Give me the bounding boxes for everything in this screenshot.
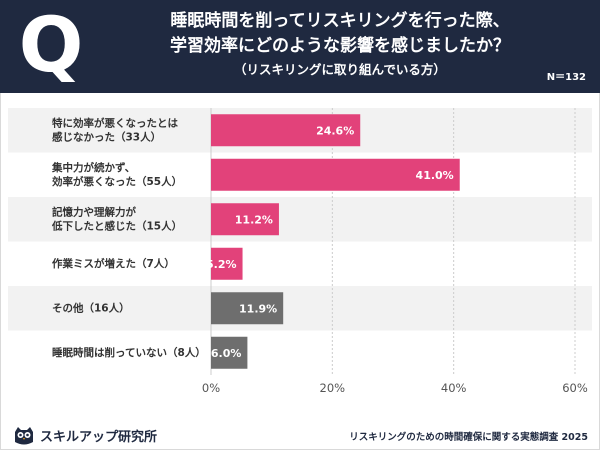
category-label-line: その他（16人）: [52, 301, 130, 314]
x-tick-label: 0%: [202, 381, 220, 395]
data-label: 5.2%: [206, 258, 237, 271]
bar: [211, 158, 460, 191]
title-line-1: 睡眠時間を削ってリスキリングを行った際、: [170, 11, 510, 31]
bar: [211, 114, 361, 147]
bar-chart: 特に効率が悪くなったとは感じなかった（33人） 24.6% 集中力が続かず、効率が悪…: [8, 108, 592, 395]
category-label-line: 睡眠時間は削っていない（8人）: [52, 346, 206, 359]
x-tick-label: 20%: [320, 381, 346, 395]
category-label: 睡眠時間は削っていない（8人）: [52, 346, 206, 359]
question-header: Q 睡眠時間を削ってリスキリングを行った際、 学習効率にどのような影響を感じまし…: [0, 0, 600, 93]
subtitle: （リスキリングに取り組んでいる方）: [234, 62, 446, 77]
category-label-line: 集中力が続かず、: [51, 161, 135, 174]
data-label: 41.0%: [416, 169, 454, 182]
data-label: 24.6%: [316, 124, 354, 137]
row-background: [8, 197, 592, 242]
category-label: その他（16人）: [52, 301, 130, 314]
category-label-line: 特に効率が悪くなったとは: [52, 116, 178, 129]
bar: [211, 292, 284, 325]
category-label: 作業ミスが増えた（7人）: [52, 257, 175, 270]
data-label: 11.2%: [235, 213, 273, 226]
row-background: [8, 286, 592, 331]
category-label-line: 記憶力や理解力が: [52, 205, 136, 218]
source-note: リスキリングのための時間確保に関する実態調査 2025: [349, 432, 588, 443]
category-label: 記憶力や理解力が低下したと感じた（15人）: [51, 205, 182, 232]
brand-logo: スキルアップ研究所: [12, 424, 162, 448]
title-line-2: 学習効率にどのような影響を感じましたか？: [170, 36, 510, 56]
category-label: 特に効率が悪くなったとは感じなかった（33人）: [52, 116, 178, 143]
bar: [211, 203, 279, 236]
owl-logo-icon: [15, 427, 33, 445]
sample-size: N＝132: [546, 72, 586, 83]
category-label-line: 低下したと感じた（15人）: [51, 219, 182, 232]
bar: [211, 247, 243, 280]
data-label: 11.9%: [239, 302, 277, 315]
x-tick-label: 40%: [441, 381, 467, 395]
category-label-line: 感じなかった（33人）: [52, 130, 161, 143]
category-label-line: 効率が悪くなった（55人）: [52, 175, 182, 188]
footer: スキルアップ研究所 リスキリングのための時間確保に関する実態調査 2025: [0, 418, 600, 450]
data-label: 6.0%: [211, 347, 242, 360]
category-label-line: 作業ミスが増えた（7人）: [52, 257, 175, 270]
bar: [211, 336, 248, 369]
x-tick-label: 60%: [562, 381, 588, 395]
q-icon: Q: [18, 0, 84, 89]
category-label: 集中力が続かず、効率が悪くなった（55人）: [51, 161, 182, 188]
logo-text: スキルアップ研究所: [40, 430, 158, 445]
